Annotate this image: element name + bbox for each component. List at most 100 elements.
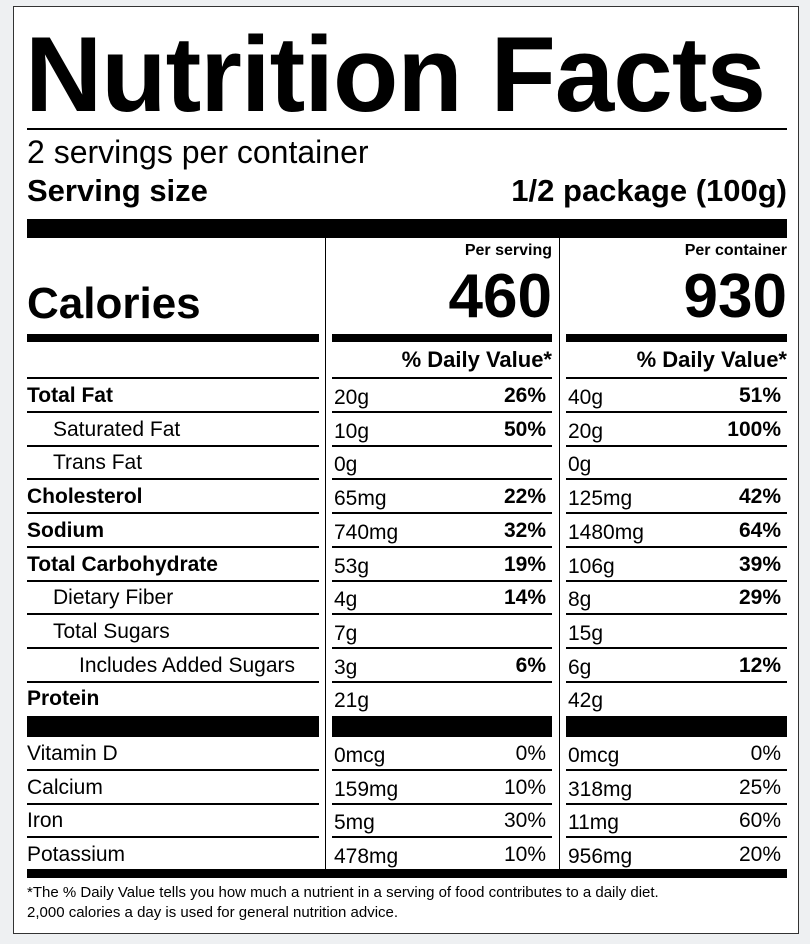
serving-amount: 20g (334, 386, 370, 409)
serving-amount: 3g (334, 655, 358, 679)
serving-cell: 478mg 10% (332, 838, 552, 872)
thick-divider (27, 869, 787, 878)
nutrient-name: Includes Added Sugars (27, 649, 319, 683)
serving-size-label: Serving size (27, 173, 208, 208)
container-amount: 106g (568, 554, 615, 578)
divider (566, 334, 787, 342)
container-cell: 0g (566, 446, 787, 481)
container-cell: 0mcg 0% (566, 737, 787, 771)
container-daily-value: 39% (738, 552, 781, 576)
divider (27, 334, 319, 342)
nutrient-name: Protein (27, 687, 100, 711)
nutrient-name: Calcium (27, 771, 319, 805)
container-cell: 11mg 60% (566, 804, 787, 838)
serving-cell: 740mg 32% (332, 514, 552, 548)
serving-daily-value: 22% (503, 485, 546, 509)
nutrient-row: Trans Fat 0g 0g (27, 446, 787, 481)
serving-cell: 53g 19% (332, 548, 552, 582)
serving-daily-value: 50% (503, 417, 546, 441)
per-serving-label: Per serving (464, 242, 552, 259)
container-daily-value: 12% (738, 653, 781, 677)
container-cell: 6g 12% (566, 649, 787, 683)
footnote-line-1: *The % Daily Value tells you how much a … (27, 884, 659, 901)
nutrient-row: Vitamin D 0mcg 0% 0mcg 0% (27, 737, 787, 771)
serving-daily-value: 30% (503, 809, 546, 832)
daily-value-header-serving: % Daily Value* (401, 347, 552, 372)
nutrition-label: Nutrition Facts 2 servings per container… (13, 6, 799, 934)
serving-cell: 20g 26% (332, 379, 552, 413)
container-amount: 15g (568, 621, 604, 645)
serving-amount: 0mcg (334, 744, 386, 767)
nutrient-name: Total Carbohydrate (27, 548, 319, 582)
container-amount: 0mcg (568, 744, 620, 767)
container-amount: 40g (568, 386, 604, 409)
container-daily-value: 25% (738, 775, 781, 799)
thick-divider (27, 219, 787, 238)
serving-daily-value: 10% (503, 775, 546, 799)
nutrient-row: Total Carbohydrate 53g 19% 106g 39% (27, 548, 787, 582)
serving-cell: 0mcg 0% (332, 737, 552, 771)
container-daily-value: 100% (727, 417, 781, 441)
divider (566, 716, 787, 737)
serving-daily-value: 14% (503, 586, 546, 610)
serving-amount: 10g (334, 419, 370, 443)
calories-label: Calories (27, 279, 201, 328)
nutrient-name: Total Sugars (27, 615, 319, 649)
serving-amount: 4g (334, 588, 358, 612)
divider (27, 716, 319, 737)
container-daily-value: 60% (738, 809, 781, 832)
container-daily-value: 42% (738, 485, 781, 509)
divider (332, 716, 552, 737)
per-container-label: Per container (684, 242, 787, 259)
nutrient-row: Iron 5mg 30% 11mg 60% (27, 804, 787, 838)
nutrient-name: Dietary Fiber (27, 581, 319, 616)
container-amount: 956mg (568, 844, 633, 868)
nutrient-row: Sodium 740mg 32% 1480mg 64% (27, 514, 787, 548)
nutrient-name: Vitamin D (27, 737, 319, 771)
serving-cell: 159mg 10% (332, 771, 552, 805)
nutrient-row: Protein 21g 42g (27, 682, 787, 716)
divider (27, 128, 787, 130)
calories-per-serving: 460 (448, 262, 552, 331)
label-title: Nutrition Facts (25, 14, 766, 134)
nutrient-row: Calcium 159mg 10% 318mg 25% (27, 771, 787, 805)
serving-daily-value: 26% (503, 384, 546, 407)
serving-daily-value: 0% (515, 742, 546, 765)
calories-per-container: 930 (683, 262, 787, 331)
container-cell: 1480mg 64% (566, 514, 787, 548)
serving-amount: 53g (334, 554, 370, 578)
nutrient-name: Saturated Fat (27, 413, 319, 447)
container-cell: 20g 100% (566, 413, 787, 447)
nutrient-name: Trans Fat (27, 446, 319, 481)
serving-daily-value: 32% (503, 518, 546, 542)
container-cell: 8g 29% (566, 581, 787, 616)
serving-amount: 0g (334, 453, 358, 477)
divider (332, 377, 552, 379)
serving-daily-value: 19% (503, 552, 546, 576)
nutrient-row: Total Sugars 7g 15g (27, 615, 787, 649)
serving-cell: 3g 6% (332, 649, 552, 683)
serving-amount: 740mg (334, 520, 399, 544)
divider (332, 334, 552, 342)
container-amount: 125mg (568, 487, 633, 511)
container-amount: 20g (568, 419, 604, 443)
nutrient-row: Dietary Fiber 4g 14% 8g 29% (27, 581, 787, 616)
container-amount: 8g (568, 588, 592, 612)
container-amount: 11mg (568, 811, 619, 834)
nutrient-row: Total Fat 20g 26% 40g 51% (27, 379, 787, 413)
container-amount: 1480mg (568, 520, 644, 544)
serving-cell: 10g 50% (332, 413, 552, 447)
container-amount: 42g (568, 689, 604, 713)
container-daily-value: 29% (738, 586, 781, 610)
serving-amount: 7g (334, 621, 358, 645)
divider (27, 377, 319, 379)
serving-daily-value: 6% (515, 653, 546, 677)
nutrient-name: Total Fat (27, 379, 319, 413)
column-divider (559, 238, 560, 869)
container-daily-value: 20% (738, 842, 781, 866)
nutrient-row: Cholesterol 65mg 22% 125mg 42% (27, 480, 787, 515)
container-amount: 318mg (568, 777, 633, 801)
serving-amount: 5mg (334, 811, 375, 834)
footnote-line-2: 2,000 calories a day is used for general… (27, 904, 399, 921)
container-daily-value: 51% (738, 384, 781, 407)
